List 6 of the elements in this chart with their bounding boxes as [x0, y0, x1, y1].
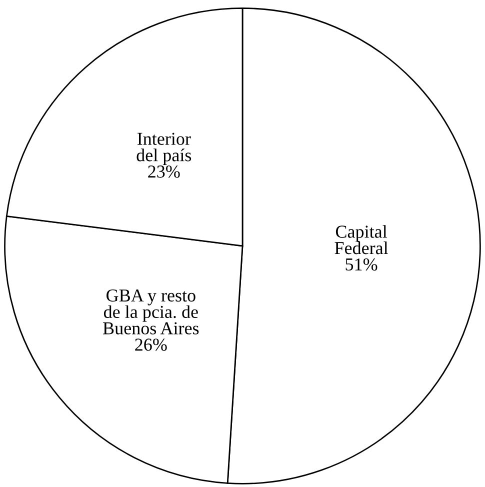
data-label: 23%: [148, 166, 180, 178]
data-label: 26%: [135, 338, 167, 351]
data-label: 51%: [346, 258, 378, 271]
slice-label: Capital Federal: [334, 225, 388, 254]
slice-label: Interior del país: [136, 132, 192, 165]
slice-label: GBA y resto de la pcia. de Buenos Aires: [103, 289, 199, 334]
